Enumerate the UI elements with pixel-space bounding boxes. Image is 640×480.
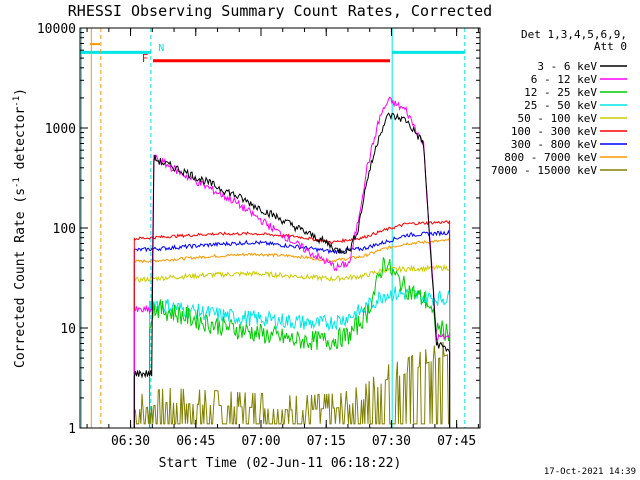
- x-tick-label: 07:15: [307, 434, 346, 449]
- x-tick-label: 06:30: [111, 434, 150, 449]
- legend-entry-2: 6 - 12 keV: [531, 73, 598, 86]
- series-line-4: [149, 286, 451, 428]
- legend-header-2: Att 0: [594, 40, 627, 53]
- legend-entry-4: 25 - 50 keV: [524, 99, 597, 112]
- legend-entry-5: 50 - 100 keV: [518, 112, 598, 125]
- y-tick-label: 10000: [37, 22, 76, 37]
- x-tick-label: 07:00: [241, 434, 280, 449]
- x-tick-label: 07:45: [437, 434, 476, 449]
- timestamp: 17-Oct-2021 14:39: [544, 467, 636, 477]
- series-line-9: [133, 341, 451, 428]
- x-tick-label: 06:45: [176, 434, 215, 449]
- legend-entry-7: 300 - 800 keV: [511, 138, 597, 151]
- legend-header-1: Det 1,3,4,5,6,9,: [521, 28, 627, 41]
- legend-entry-9: 7000 - 15000 keV: [491, 164, 597, 177]
- y-axis-label: Corrected Count Rate (s-1 detector-1): [12, 88, 28, 368]
- chart-title: RHESSI Observing Summary Count Rates, Co…: [68, 2, 492, 20]
- x-tick-label: 07:30: [372, 434, 411, 449]
- legend-entry-3: 12 - 25 keV: [524, 86, 597, 99]
- legend-entry-1: 3 - 6 keV: [537, 60, 597, 73]
- series-line-8: [133, 238, 451, 428]
- y-tick-label: 1: [68, 422, 76, 437]
- flag-label-n: N: [158, 43, 164, 54]
- x-axis: 06:30 06:45 07:00 07:15 07:30 07:45: [86, 28, 479, 449]
- y-tick-label: 1000: [45, 122, 76, 137]
- series-line-1: [133, 112, 451, 428]
- x-axis-label: Start Time (02-Jun-11 06:18:22): [159, 456, 402, 471]
- legend-entry-8: 800 - 7000 keV: [504, 151, 597, 164]
- y-tick-label: 100: [53, 222, 76, 237]
- series-line-7: [133, 229, 451, 428]
- legend-entry-6: 100 - 300 keV: [511, 125, 597, 138]
- y-tick-label: 10: [60, 322, 76, 337]
- series-line-6: [133, 220, 451, 428]
- series-line-5: [133, 263, 451, 428]
- y-axis: 1 10 100 1000 10000: [37, 22, 480, 437]
- series-line-3: [149, 257, 451, 428]
- flag-label-f: F: [142, 52, 149, 65]
- series-line-2: [133, 96, 451, 428]
